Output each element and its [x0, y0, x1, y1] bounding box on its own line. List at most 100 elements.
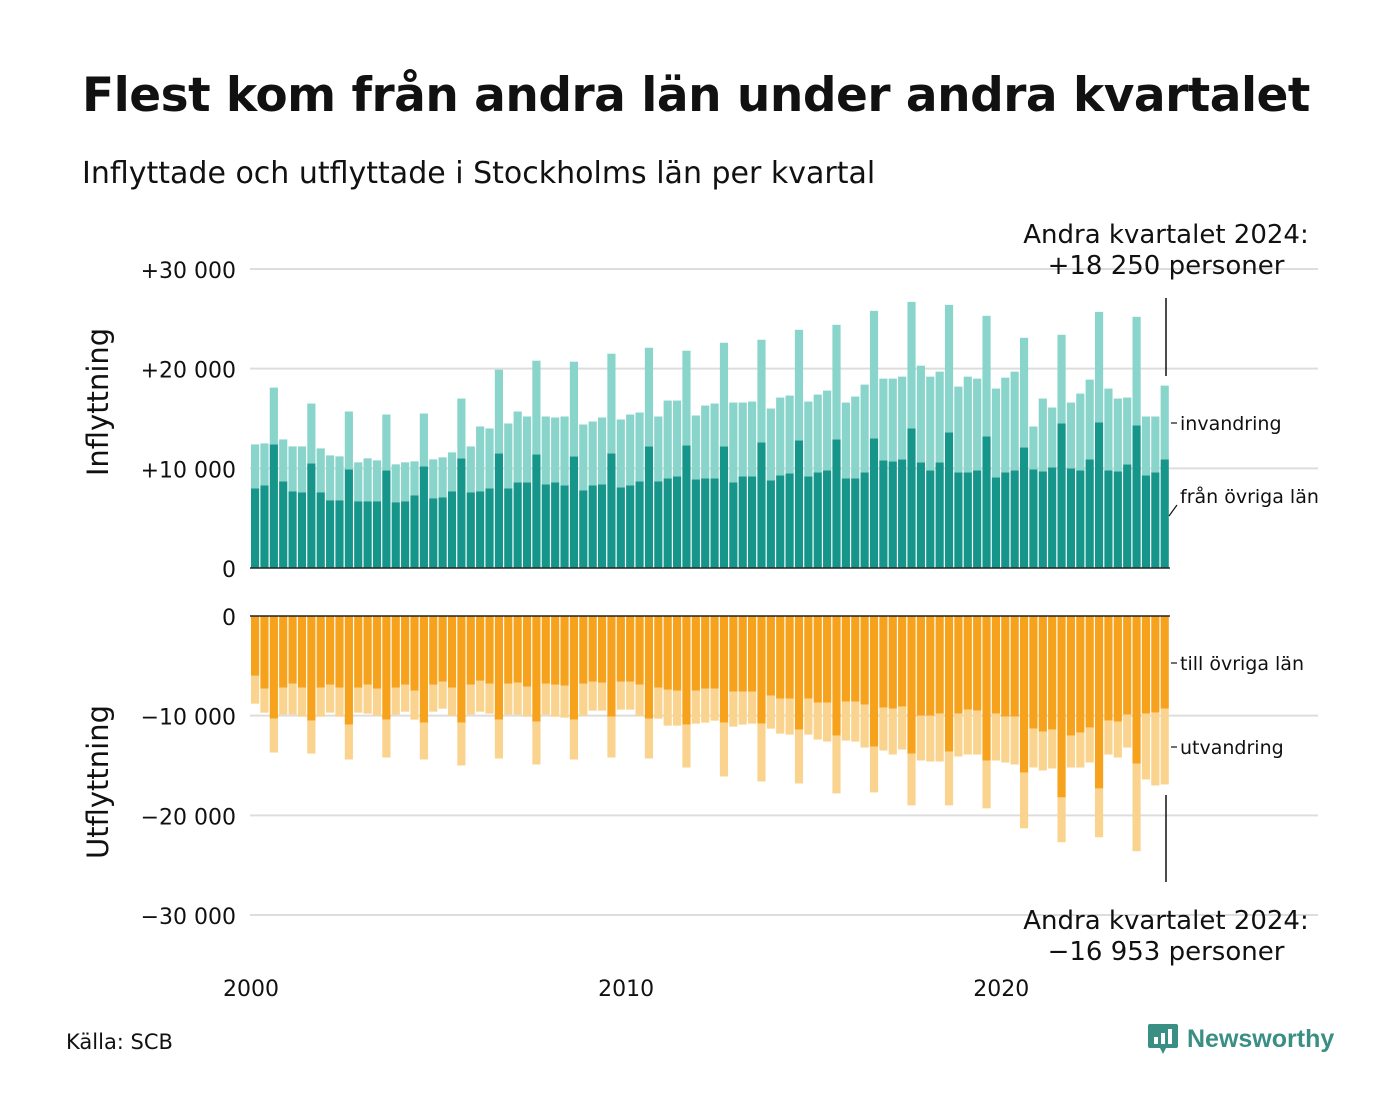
bar-in-domestic [1019, 447, 1029, 568]
bar-in-immigration [607, 353, 616, 454]
bar-out-emigration [326, 684, 335, 713]
bar-in-domestic [851, 478, 860, 568]
bar-in-domestic [982, 436, 991, 568]
bar-out-emigration [1048, 729, 1057, 769]
bar-in-domestic [560, 485, 569, 568]
source-note: Källa: SCB [66, 1030, 173, 1054]
bar-out-emigration [748, 691, 757, 724]
bar-in-domestic [457, 458, 466, 568]
y-axis-label-out: Utflyttning [81, 705, 115, 859]
bar-out-emigration [626, 681, 635, 710]
bar-in-immigration [447, 452, 457, 492]
bar-in-immigration [316, 448, 325, 493]
bar-out-domestic [485, 616, 494, 684]
bar-in-domestic [372, 501, 382, 568]
bar-out-domestic [438, 616, 447, 682]
bar-in-domestic [269, 444, 278, 568]
bar-in-immigration [935, 371, 944, 463]
bar-in-immigration [785, 395, 794, 474]
bar-in-domestic [485, 488, 494, 568]
y-tick-in-0: +30 000 [141, 259, 236, 284]
bar-in-immigration [569, 361, 579, 457]
bar-out-domestic [926, 616, 935, 716]
bar-in-domestic [1057, 423, 1066, 568]
newsworthy-logo[interactable]: Newsworthy [1147, 1022, 1334, 1056]
bar-in-immigration [1038, 398, 1047, 472]
bar-in-immigration [701, 405, 710, 479]
bar-out-domestic [963, 616, 972, 710]
bar-in-domestic [588, 485, 597, 568]
brand-name: Newsworthy [1187, 1024, 1335, 1053]
gridlines [250, 268, 1318, 916]
bar-in-immigration [419, 413, 428, 467]
bar-in-domestic [288, 491, 297, 568]
bar-out-domestic [860, 616, 869, 705]
bar-in-immigration [879, 378, 888, 461]
bar-in-immigration [1066, 402, 1076, 469]
bar-in-domestic [551, 482, 560, 568]
bar-out-emigration [597, 682, 607, 711]
chart-title: Flest kom från andra län under andra kva… [82, 68, 1310, 123]
bar-in-immigration [288, 446, 297, 492]
bar-in-domestic [926, 470, 935, 568]
bar-in-domestic [719, 446, 729, 568]
label-utvandring: utvandring [1180, 737, 1284, 759]
bar-out-emigration [879, 707, 888, 751]
bar-in-immigration [635, 412, 644, 482]
bar-out-emigration [438, 681, 447, 709]
bar-in-immigration [1019, 337, 1029, 448]
bar-in-domestic [297, 492, 307, 568]
bar-in-domestic [1048, 467, 1057, 568]
bar-out-domestic [898, 616, 907, 707]
bar-out-domestic [1029, 616, 1038, 729]
bar-out-domestic [532, 616, 541, 722]
bar-series [251, 301, 1169, 852]
bar-in-domestic [1001, 472, 1010, 568]
bar-out-emigration [569, 719, 579, 760]
bar-in-domestic [748, 476, 757, 568]
bar-out-domestic [1151, 616, 1160, 713]
bar-in-immigration [1057, 334, 1066, 424]
label-fran-ovriga-lan-tick [1168, 504, 1178, 517]
bar-in-domestic [616, 487, 625, 568]
bar-out-domestic [738, 616, 747, 692]
bar-in-immigration [522, 416, 532, 483]
bar-in-domestic [879, 460, 888, 568]
bar-in-immigration [401, 462, 410, 502]
bar-out-domestic [579, 616, 588, 684]
bar-out-emigration [1123, 714, 1132, 748]
bar-in-domestic [860, 472, 869, 568]
bar-in-immigration [532, 360, 541, 455]
bar-out-emigration [532, 721, 541, 765]
bar-in-domestic [1132, 425, 1141, 568]
bar-out-emigration [982, 760, 991, 809]
bar-out-domestic [279, 616, 288, 688]
bar-in-domestic [710, 478, 719, 568]
bar-out-emigration [307, 720, 316, 754]
bar-in-immigration [1123, 397, 1132, 465]
bar-in-immigration [888, 378, 897, 462]
bar-in-domestic [1038, 471, 1047, 568]
bar-out-domestic [794, 616, 804, 730]
bar-out-emigration [766, 695, 775, 729]
axes: +30 000 +20 000 +10 000 0 0 −10 000 −20 000 −30… [81, 259, 1170, 1002]
bar-out-emigration [476, 680, 485, 712]
bar-out-domestic [597, 616, 607, 683]
bar-out-emigration [447, 687, 457, 716]
label-invandring: invandring [1180, 413, 1282, 435]
chart-subtitle: Inflyttade och utflyttade i Stockholms l… [82, 156, 876, 191]
bar-out-emigration [701, 688, 710, 723]
y-axis-label-in: Inflyttning [81, 328, 115, 476]
bar-out-domestic [457, 616, 466, 723]
bar-out-domestic [1104, 616, 1113, 721]
label-till-ovriga-lan: till övriga län [1180, 653, 1304, 675]
bar-out-domestic [429, 616, 438, 685]
bar-in-domestic [522, 482, 532, 568]
bar-out-emigration [551, 684, 560, 717]
bar-in-domestic [1113, 471, 1122, 568]
bar-out-domestic [1141, 616, 1151, 714]
bar-out-emigration [785, 698, 794, 735]
bar-out-emigration [973, 710, 982, 755]
bar-in-domestic [635, 481, 644, 568]
bar-in-domestic [410, 495, 419, 568]
